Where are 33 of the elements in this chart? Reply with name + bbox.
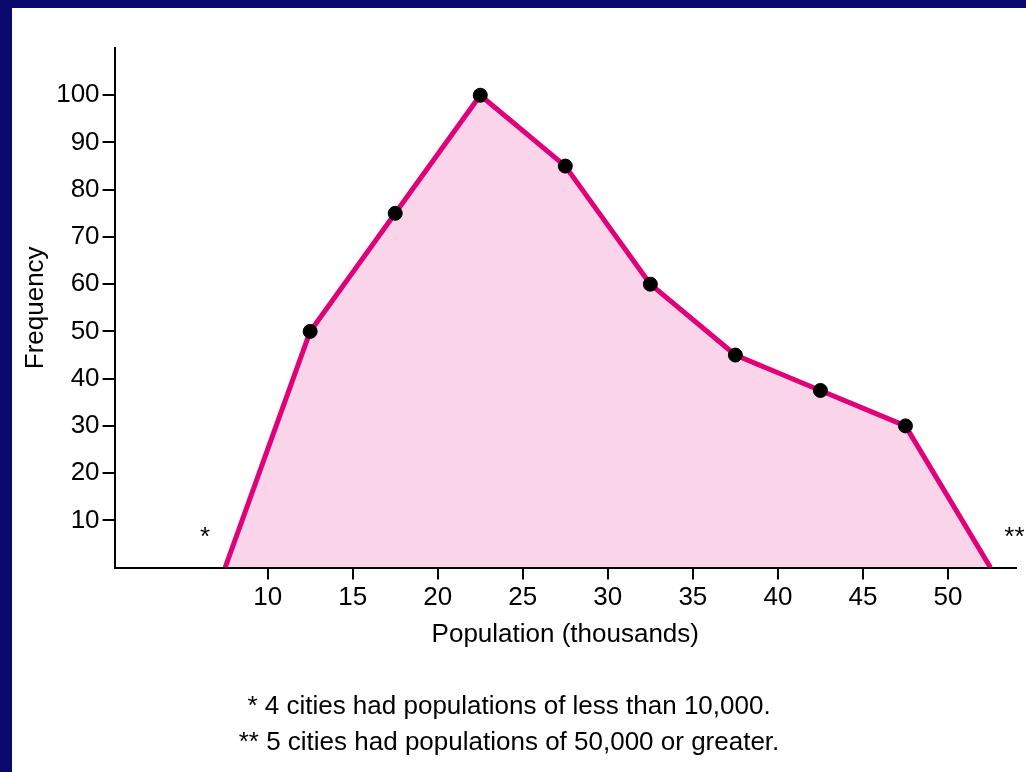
text: ** 5 cities had populations of 50,000 or greater. <box>238 726 780 756</box>
point <box>642 276 658 292</box>
y-tick-label: 30 <box>70 409 100 440</box>
x-tick-label: 20 <box>423 581 453 612</box>
x-tick-label: 15 <box>338 581 368 612</box>
y-tick-label: 50 <box>70 314 100 345</box>
point <box>727 347 743 363</box>
annotation: ** <box>1004 520 1025 551</box>
y-tick-label: 70 <box>70 220 100 251</box>
text: * 4 cities had populations of less than 10,000. <box>247 690 771 720</box>
x-tick-label: 30 <box>593 581 623 612</box>
y-axis-title: Frequency <box>18 246 49 370</box>
x-tick-label: 40 <box>763 581 793 612</box>
x-tick-label: 35 <box>678 581 708 612</box>
point <box>387 205 403 221</box>
x-tick-label: 50 <box>933 581 963 612</box>
y-tick-label: 20 <box>70 456 100 487</box>
point <box>897 418 913 434</box>
y-tick-label: 100 <box>56 78 100 109</box>
point <box>812 382 828 398</box>
x-tick-label: 10 <box>253 581 283 612</box>
point <box>472 87 488 103</box>
y-tick-label: 10 <box>70 503 100 534</box>
y-tick-label: 40 <box>70 361 100 392</box>
y-tick-label: 80 <box>70 172 100 203</box>
y-tick-label: 60 <box>70 267 100 298</box>
annotation: * <box>200 520 211 551</box>
point <box>302 323 318 339</box>
x-axis-title: Population (thousands) <box>431 617 699 648</box>
x-tick-label: 25 <box>508 581 538 612</box>
x-tick-label: 45 <box>848 581 878 612</box>
point <box>557 158 573 174</box>
y-tick-label: 90 <box>70 125 100 156</box>
